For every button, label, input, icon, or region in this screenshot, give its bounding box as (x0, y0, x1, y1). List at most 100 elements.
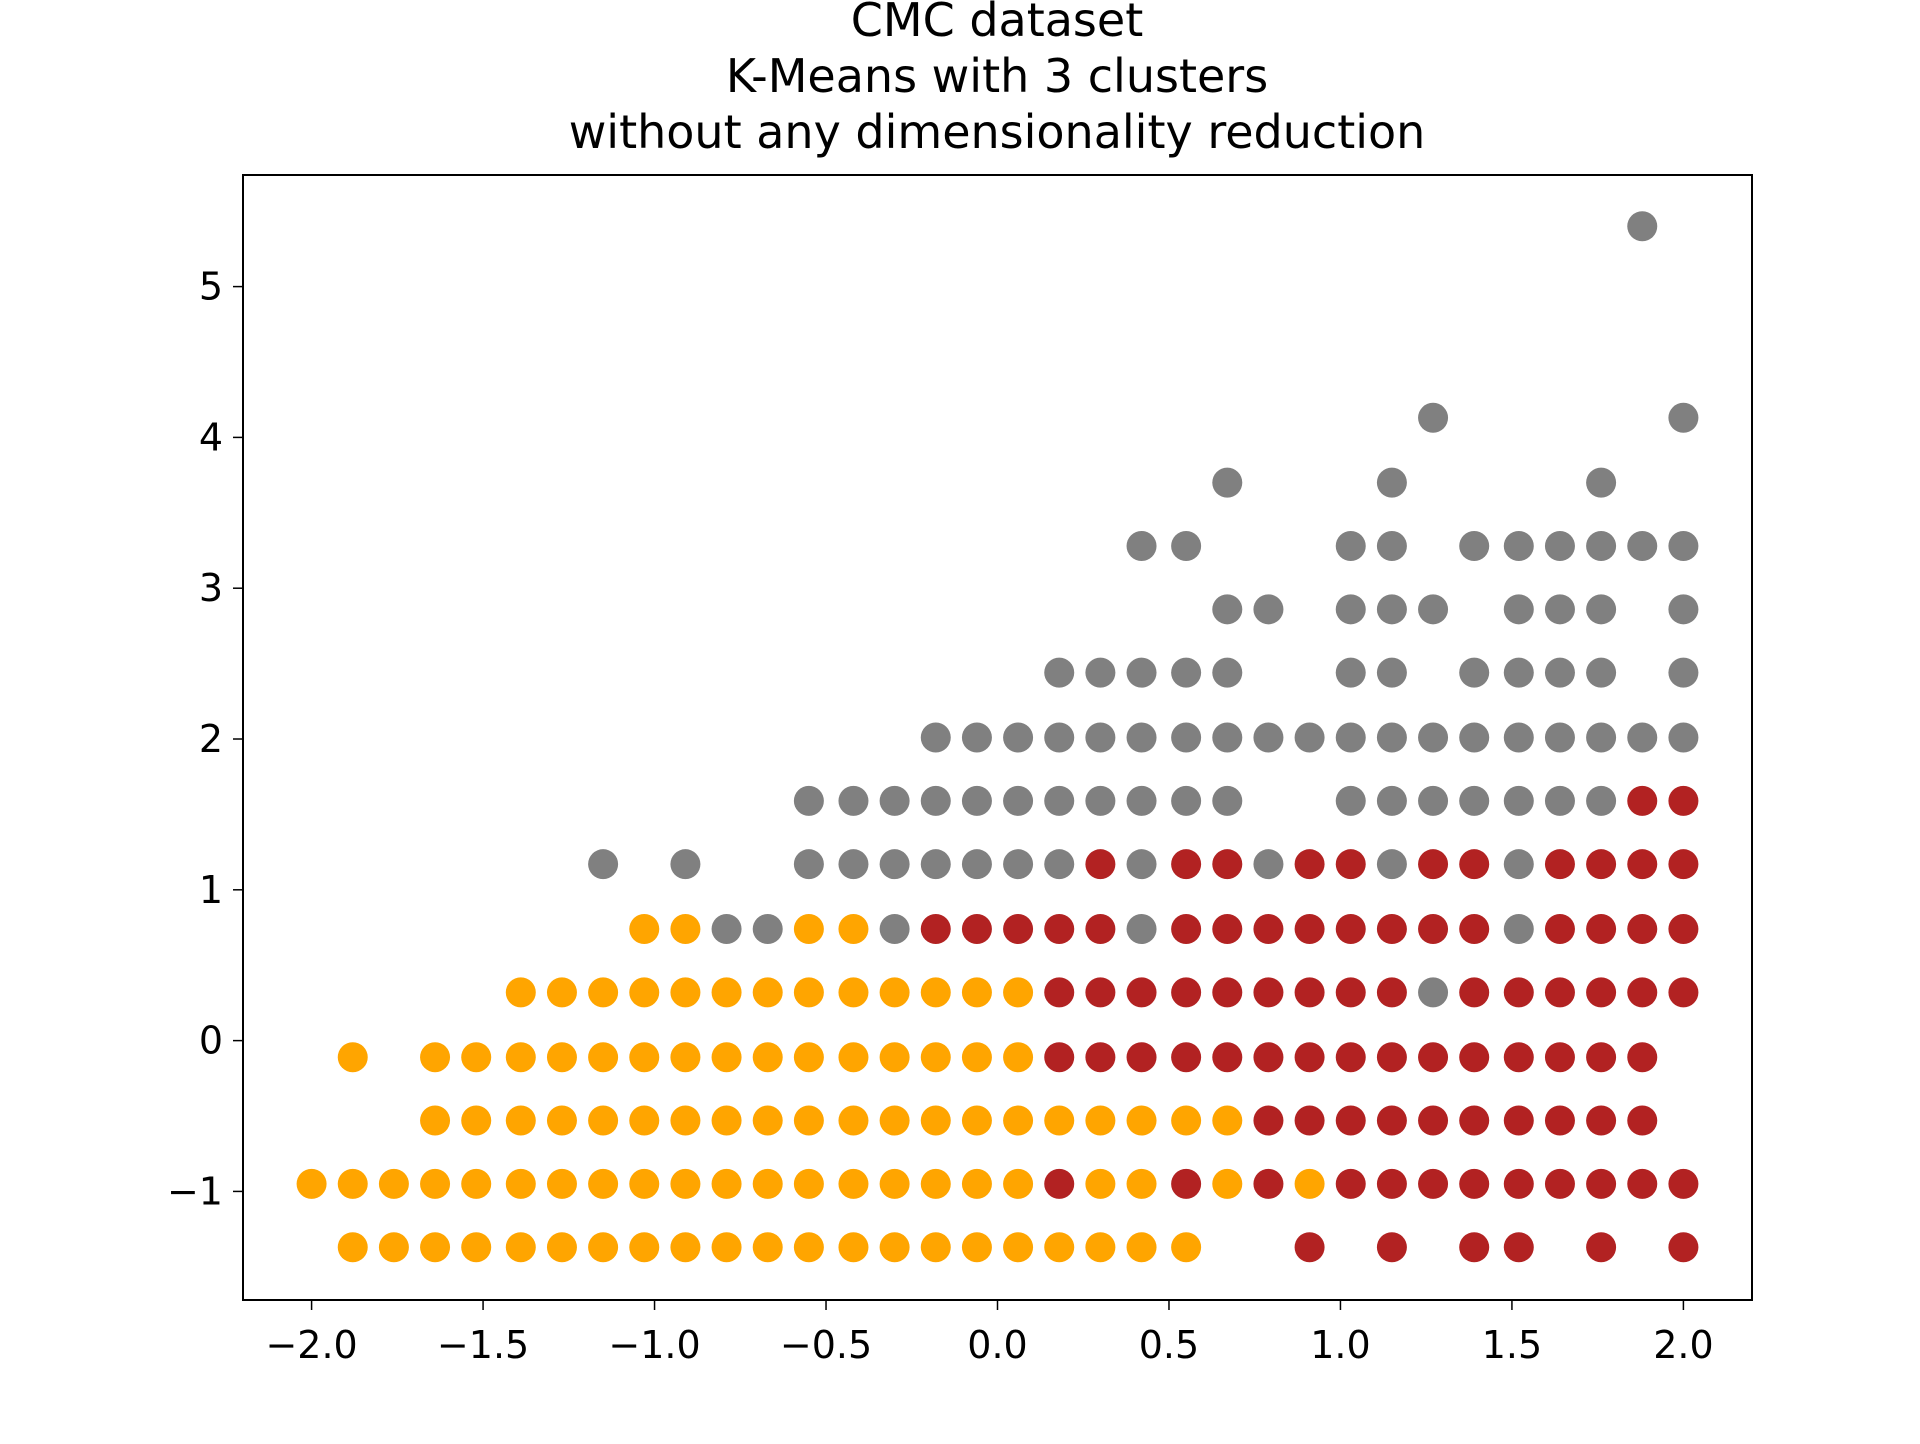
data-point (1085, 849, 1116, 880)
data-point (1294, 722, 1325, 753)
y-tick-label: −1 (167, 1169, 223, 1213)
data-point (1586, 977, 1617, 1008)
x-tick-label: −2.0 (265, 1323, 357, 1367)
data-point (1212, 594, 1243, 625)
data-point (1459, 977, 1490, 1008)
data-point (920, 914, 951, 945)
data-point (1126, 657, 1157, 688)
data-point (1503, 1042, 1534, 1073)
data-point (1126, 785, 1157, 816)
data-point (1459, 1232, 1490, 1263)
data-point (1544, 1042, 1575, 1073)
data-point (879, 849, 910, 880)
data-point (1171, 722, 1202, 753)
data-point (920, 1168, 951, 1199)
data-point (879, 914, 910, 945)
data-point (1503, 1168, 1534, 1199)
data-point (1253, 722, 1284, 753)
data-point (505, 1232, 536, 1263)
data-point (1586, 1168, 1617, 1199)
data-point (1459, 1042, 1490, 1073)
data-point (1376, 977, 1407, 1008)
data-point (1253, 849, 1284, 880)
data-point (1503, 977, 1534, 1008)
data-point (1171, 849, 1202, 880)
data-point (588, 1232, 619, 1263)
data-point (1503, 785, 1534, 816)
data-point (1294, 977, 1325, 1008)
data-point (1085, 722, 1116, 753)
data-point (961, 1042, 992, 1073)
data-point (1212, 467, 1243, 498)
data-point (1253, 1105, 1284, 1136)
data-point (1668, 849, 1699, 880)
x-tick-label: 1.5 (1482, 1323, 1542, 1367)
data-point (1335, 594, 1366, 625)
data-point (1459, 1168, 1490, 1199)
y-tick-label: 1 (199, 868, 223, 912)
data-point (629, 1105, 660, 1136)
data-point (838, 1232, 869, 1263)
data-point (793, 1105, 824, 1136)
data-point (1503, 1105, 1534, 1136)
data-point (1294, 914, 1325, 945)
data-point (961, 1232, 992, 1263)
data-point (1126, 914, 1157, 945)
data-point (961, 1105, 992, 1136)
data-point (838, 914, 869, 945)
data-point (337, 1168, 368, 1199)
data-point (1627, 1168, 1658, 1199)
data-point (1003, 1042, 1034, 1073)
data-point (920, 722, 951, 753)
data-point (1586, 785, 1617, 816)
data-point (752, 1105, 783, 1136)
data-point (1376, 849, 1407, 880)
data-point (1418, 402, 1449, 433)
data-point (1335, 1042, 1366, 1073)
data-point (1253, 914, 1284, 945)
data-point (1335, 657, 1366, 688)
data-point (1044, 1042, 1075, 1073)
data-point (1459, 657, 1490, 688)
data-point (1253, 1168, 1284, 1199)
data-point (1085, 1042, 1116, 1073)
data-point (1418, 594, 1449, 625)
data-point (1544, 530, 1575, 561)
x-tick-label: −0.5 (780, 1323, 872, 1367)
data-point (1335, 977, 1366, 1008)
data-point (1459, 849, 1490, 880)
data-point (1459, 1105, 1490, 1136)
data-point (505, 1105, 536, 1136)
data-point (961, 849, 992, 880)
data-point (505, 1168, 536, 1199)
data-point (920, 1105, 951, 1136)
data-point (588, 977, 619, 1008)
data-point (1126, 722, 1157, 753)
data-point (670, 1042, 701, 1073)
data-point (1418, 785, 1449, 816)
data-point (1627, 722, 1658, 753)
data-point (1126, 849, 1157, 880)
data-point (1627, 849, 1658, 880)
data-point (1212, 722, 1243, 753)
data-point (752, 1232, 783, 1263)
data-point (1586, 657, 1617, 688)
data-point (920, 1042, 951, 1073)
data-point (1294, 1042, 1325, 1073)
data-point (420, 1168, 451, 1199)
data-point (629, 914, 660, 945)
data-point (961, 1168, 992, 1199)
data-point (711, 1232, 742, 1263)
data-point (1503, 914, 1534, 945)
x-tick-label: 0.5 (1139, 1323, 1199, 1367)
data-point (1294, 1105, 1325, 1136)
y-tick-label: 3 (199, 566, 223, 610)
data-point (1003, 977, 1034, 1008)
data-point (588, 1042, 619, 1073)
data-point (1044, 657, 1075, 688)
data-point (1044, 785, 1075, 816)
x-tick-label: 0.0 (967, 1323, 1027, 1367)
data-point (1668, 914, 1699, 945)
data-point (670, 849, 701, 880)
y-tick-label: 4 (199, 415, 223, 459)
